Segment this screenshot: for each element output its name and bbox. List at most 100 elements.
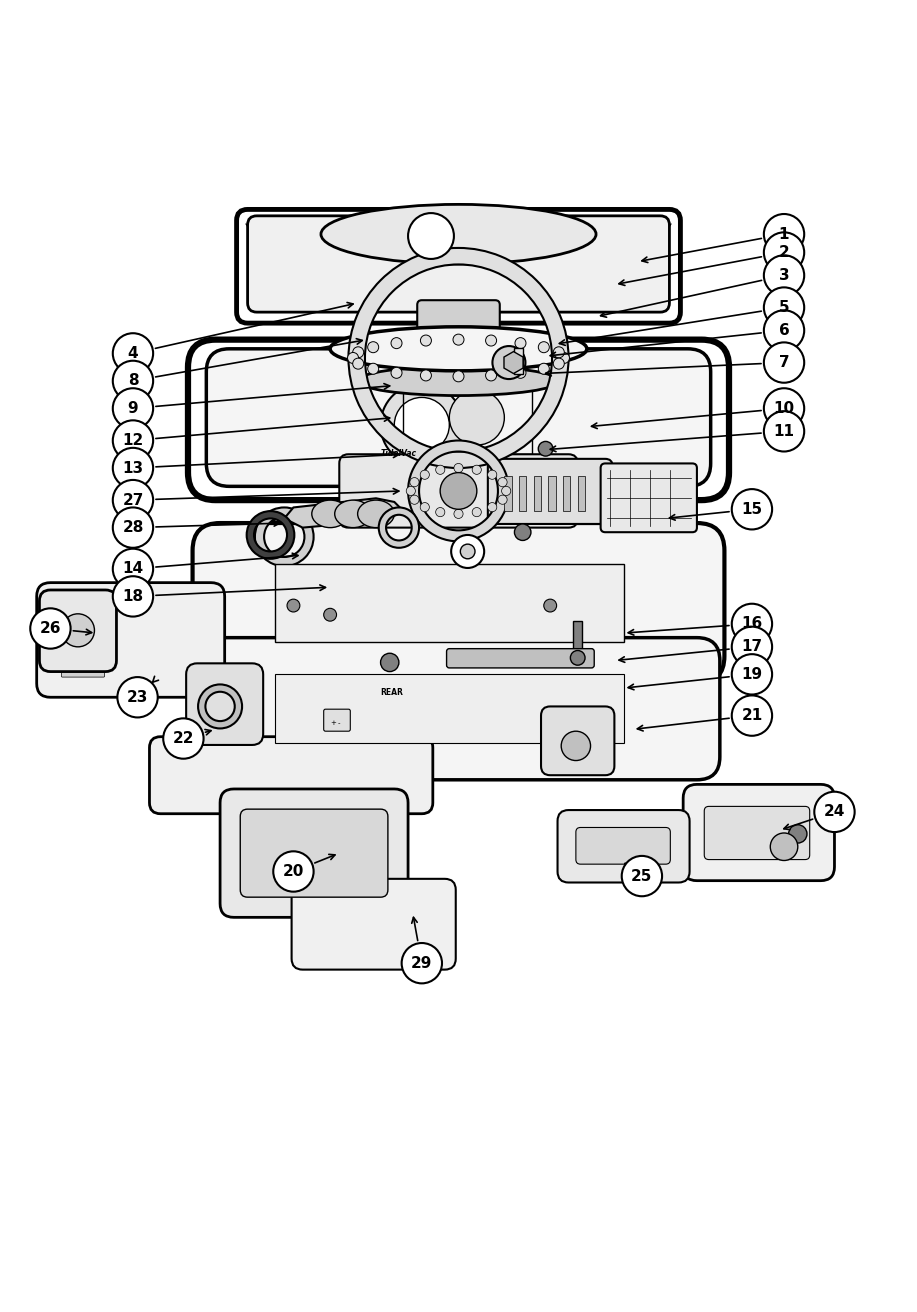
Circle shape <box>348 353 359 363</box>
Text: 5: 5 <box>779 300 790 315</box>
FancyBboxPatch shape <box>488 459 613 523</box>
FancyBboxPatch shape <box>197 638 720 779</box>
FancyBboxPatch shape <box>292 879 456 970</box>
Circle shape <box>353 346 364 358</box>
Text: 22: 22 <box>172 731 194 747</box>
FancyBboxPatch shape <box>683 785 834 880</box>
Text: 13: 13 <box>122 461 144 475</box>
Circle shape <box>381 383 463 466</box>
FancyBboxPatch shape <box>61 621 105 634</box>
Bar <box>573 621 582 657</box>
Circle shape <box>472 466 481 475</box>
Circle shape <box>324 609 337 621</box>
Circle shape <box>113 333 153 374</box>
Bar <box>534 476 541 512</box>
Bar <box>403 390 532 454</box>
FancyBboxPatch shape <box>61 635 105 648</box>
Text: 12: 12 <box>122 433 144 447</box>
Circle shape <box>732 655 772 694</box>
FancyBboxPatch shape <box>576 828 670 865</box>
Circle shape <box>732 489 772 530</box>
Circle shape <box>391 367 402 378</box>
Circle shape <box>515 337 526 349</box>
Text: 4: 4 <box>127 346 138 361</box>
Circle shape <box>420 502 429 512</box>
Ellipse shape <box>321 205 596 264</box>
FancyBboxPatch shape <box>220 789 408 917</box>
FancyBboxPatch shape <box>206 349 711 487</box>
Circle shape <box>498 478 507 487</box>
Ellipse shape <box>335 500 371 527</box>
Text: -: - <box>337 720 340 726</box>
Circle shape <box>394 398 449 453</box>
Circle shape <box>408 213 454 258</box>
Circle shape <box>488 470 497 479</box>
Circle shape <box>451 535 484 568</box>
Circle shape <box>436 508 445 517</box>
Text: 3: 3 <box>779 268 790 283</box>
Circle shape <box>410 495 419 504</box>
Circle shape <box>353 358 364 369</box>
Text: 18: 18 <box>122 589 144 604</box>
Circle shape <box>113 480 153 521</box>
Ellipse shape <box>312 500 348 527</box>
Text: 29: 29 <box>411 955 433 971</box>
Circle shape <box>406 487 415 496</box>
Circle shape <box>117 677 158 718</box>
Text: 20: 20 <box>282 865 304 879</box>
Circle shape <box>273 851 314 892</box>
Text: 10: 10 <box>773 401 795 416</box>
FancyBboxPatch shape <box>248 216 669 312</box>
Polygon shape <box>248 226 669 298</box>
Circle shape <box>453 335 464 345</box>
Circle shape <box>420 470 429 479</box>
Circle shape <box>789 825 807 844</box>
Circle shape <box>764 287 804 328</box>
FancyBboxPatch shape <box>704 807 810 859</box>
Text: 21: 21 <box>741 708 763 723</box>
Circle shape <box>515 367 526 378</box>
Circle shape <box>402 943 442 984</box>
Circle shape <box>764 256 804 295</box>
Circle shape <box>368 341 379 353</box>
Text: 25: 25 <box>631 869 653 883</box>
FancyBboxPatch shape <box>39 590 116 672</box>
Circle shape <box>453 371 464 382</box>
Text: 7: 7 <box>779 356 790 370</box>
Circle shape <box>732 627 772 666</box>
Text: 17: 17 <box>741 639 763 655</box>
Circle shape <box>732 695 772 736</box>
Circle shape <box>558 353 569 363</box>
Circle shape <box>764 342 804 383</box>
Ellipse shape <box>330 327 587 371</box>
Circle shape <box>561 731 591 761</box>
Bar <box>563 476 570 512</box>
Bar <box>578 476 585 512</box>
Circle shape <box>553 358 564 369</box>
Circle shape <box>410 478 419 487</box>
Circle shape <box>113 388 153 429</box>
Circle shape <box>538 441 553 457</box>
Circle shape <box>486 370 497 380</box>
Circle shape <box>287 600 300 611</box>
Text: 19: 19 <box>741 666 763 682</box>
Circle shape <box>492 346 525 379</box>
Text: REAR: REAR <box>381 687 403 697</box>
Text: 28: 28 <box>122 520 144 535</box>
Bar <box>275 564 624 643</box>
Circle shape <box>764 232 804 273</box>
Circle shape <box>368 363 379 374</box>
Bar <box>514 348 523 374</box>
Text: 8: 8 <box>127 374 138 388</box>
Circle shape <box>764 214 804 255</box>
Text: 1: 1 <box>779 227 790 241</box>
FancyBboxPatch shape <box>186 664 263 745</box>
FancyBboxPatch shape <box>339 454 578 527</box>
Ellipse shape <box>358 366 559 396</box>
Circle shape <box>391 337 402 349</box>
FancyBboxPatch shape <box>149 737 433 813</box>
FancyBboxPatch shape <box>61 664 105 677</box>
Bar <box>504 476 512 512</box>
Polygon shape <box>284 499 403 527</box>
Circle shape <box>514 523 531 541</box>
